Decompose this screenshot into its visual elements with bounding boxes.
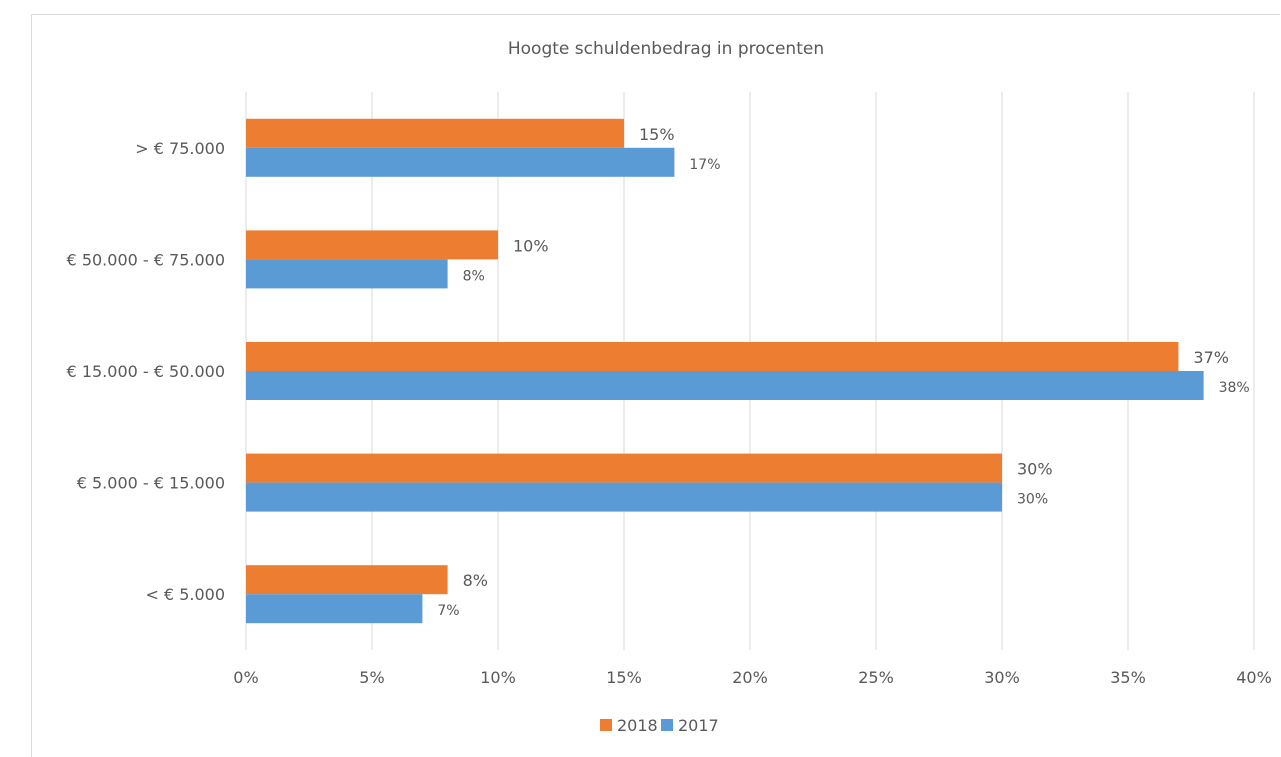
bar-2018 [246, 565, 448, 595]
data-label: 30% [1017, 492, 1048, 508]
x-tick-label: 30% [984, 668, 1020, 687]
data-label: 10% [513, 236, 549, 255]
legend-label: 2017 [678, 716, 719, 735]
category-label: < € 5.000 [145, 585, 225, 604]
legend-label: 2018 [617, 716, 658, 735]
x-tick-label: 20% [732, 668, 768, 687]
legend-swatch [661, 719, 673, 731]
x-tick-label: 10% [480, 668, 516, 687]
x-axis-ticks: 0% 5% 10% 15% 20% 25% 30% 35% 40% [233, 668, 1271, 687]
bar-2018 [246, 118, 624, 148]
bar-2018 [246, 453, 1002, 483]
bar-2017 [246, 259, 448, 289]
category-label: > € 75.000 [135, 139, 225, 158]
bars [246, 118, 1204, 624]
bar-2017 [246, 371, 1204, 400]
x-tick-label: 0% [233, 668, 258, 687]
x-tick-label: 5% [359, 668, 384, 687]
legend: 2018 2017 [600, 716, 719, 735]
data-label: 15% [639, 125, 675, 144]
bar-2018 [246, 342, 1179, 371]
x-tick-label: 40% [1236, 668, 1272, 687]
data-label: 7% [437, 603, 459, 619]
data-label: 37% [1193, 348, 1229, 367]
category-label: € 50.000 - € 75.000 [67, 250, 225, 269]
data-label: 17% [689, 157, 720, 173]
chart-title: Hoogte schuldenbedrag in procenten [508, 39, 824, 59]
bar-2017 [246, 594, 423, 624]
data-label: 8% [463, 268, 485, 284]
data-label: 38% [1219, 380, 1250, 396]
data-label: 30% [1017, 460, 1053, 479]
data-label: 8% [463, 571, 488, 590]
bar-2017 [246, 482, 1002, 512]
category-label: € 5.000 - € 15.000 [77, 474, 225, 493]
x-tick-label: 15% [606, 668, 642, 687]
bar-2018 [246, 230, 498, 260]
legend-swatch [600, 719, 612, 731]
y-axis-categories: < € 5.000 € 5.000 - € 15.000 € 15.000 - € … [67, 139, 225, 604]
x-tick-label: 35% [1110, 668, 1146, 687]
category-label: € 15.000 - € 50.000 [67, 362, 225, 381]
data-labels: 8%7%30%30%37%38%10%8%15%17% [437, 125, 1249, 619]
bar-2017 [246, 147, 675, 177]
x-tick-label: 25% [858, 668, 894, 687]
